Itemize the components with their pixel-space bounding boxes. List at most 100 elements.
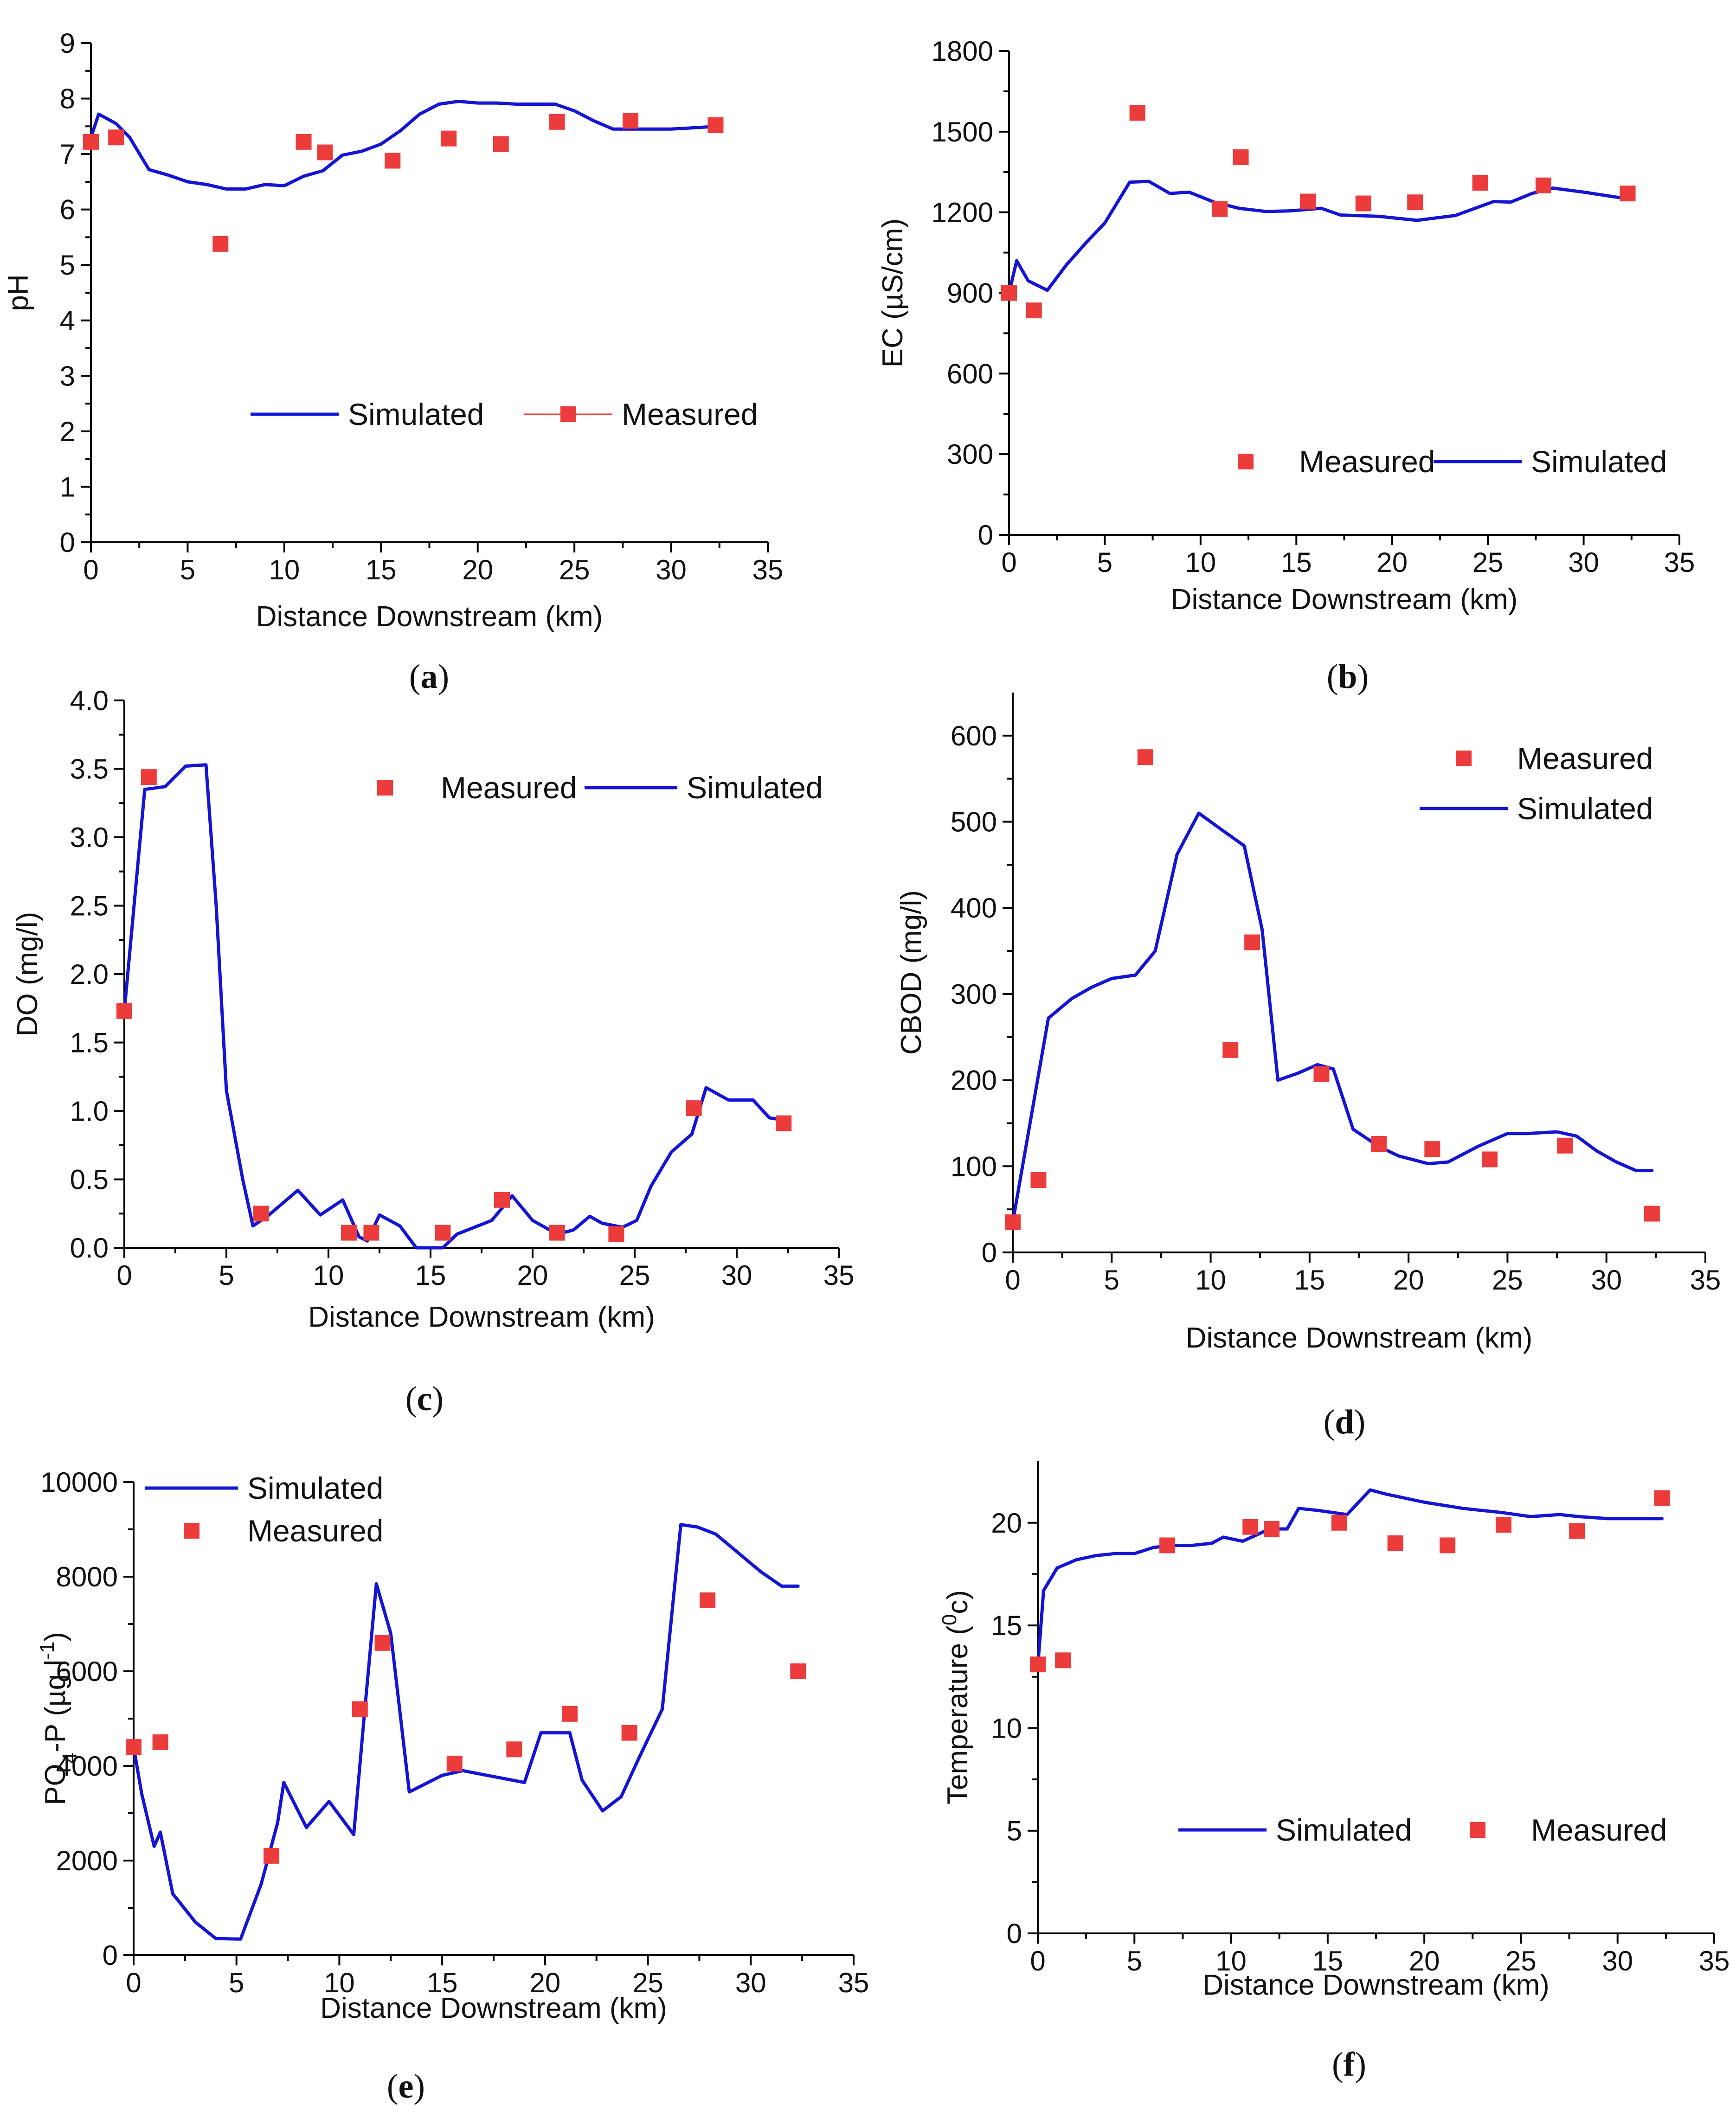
y-tick-label: 0.0 [70, 1232, 109, 1264]
y-tick-label: 2000 [56, 1845, 118, 1876]
chart-panel-a: 0 5 10 15 20 25 30 35 0 1 2 3 4 5 6 7 8 9 Distance Downstr… [2, 28, 783, 696]
x-tick-label: 15 [415, 1260, 446, 1291]
legend-label-measured: Measured [247, 1514, 384, 1548]
x-tick-label: 0 [116, 1260, 132, 1291]
data-point-measured [1137, 749, 1153, 765]
panel-caption-close: ) [1355, 2046, 1366, 2084]
data-point-measured [1424, 1141, 1440, 1157]
data-point-measured [435, 1225, 451, 1241]
chart-panel-b: 0 5 10 15 20 25 30 35 0 300 600 900 1200 1500 1800 Dist… [877, 36, 1695, 696]
legend-label-measured: Measured [441, 770, 577, 805]
chart-panel-d: 0 5 10 15 20 25 30 35 0 100 200 300 400 500 600 Distanc… [895, 693, 1721, 1441]
x-axis-label: Distance Downstream (km) [1186, 1322, 1533, 1354]
data-point-measured [776, 1115, 792, 1131]
panel-caption: (e) [387, 2067, 425, 2105]
panel-caption-close: ) [438, 658, 450, 696]
x-tick-label: 30 [1568, 547, 1599, 578]
y-tick-label: 0 [982, 1237, 997, 1268]
x-tick-label: 10 [1185, 547, 1216, 578]
y-axis-label: EC (µS/cm) [877, 218, 909, 368]
x-tick-label: 10 [324, 1967, 355, 1998]
x-tick-label: 20 [462, 554, 493, 585]
x-tick-label: 10 [313, 1260, 344, 1291]
legend-label-simulated: Simulated [1276, 1813, 1412, 1847]
panel-caption-letter: c [417, 1380, 432, 1418]
legend-swatch-measured [1238, 454, 1254, 469]
x-tick-label: 20 [1409, 1945, 1440, 1977]
data-point-measured [1313, 1066, 1330, 1082]
y-tick-label: 3.5 [70, 754, 109, 785]
y-tick-label: 7 [60, 139, 75, 170]
x-tick-label: 0 [1030, 1945, 1045, 1977]
x-tick-label: 35 [1690, 1264, 1721, 1296]
chart-panel-e: 0 5 10 15 20 25 30 35 0 2000 4000 6000 8000 10000 Dist… [36, 1467, 869, 2105]
data-point-measured [623, 113, 639, 129]
data-point-measured [116, 1003, 132, 1019]
data-point-measured [1030, 1656, 1046, 1673]
data-point-measured [1495, 1517, 1511, 1533]
x-tick-label: 30 [1591, 1264, 1622, 1296]
data-point-measured [1242, 1519, 1259, 1535]
legend-swatch-measured [1470, 1822, 1485, 1838]
legend-swatch-measured [184, 1523, 199, 1539]
y-tick-label: 6000 [56, 1656, 118, 1687]
legend-label-simulated: Simulated [348, 397, 484, 431]
data-point-measured [686, 1100, 702, 1117]
data-point-measured [549, 1225, 565, 1241]
y-axis-label-part: ) [39, 1632, 71, 1642]
panel-caption-close: ) [1354, 1403, 1366, 1441]
data-point-measured [441, 130, 457, 147]
y-tick-label: 2.5 [70, 891, 109, 922]
y-tick-label: 8 [60, 83, 75, 115]
panel-caption-letter: e [399, 2067, 414, 2105]
legend: Simulated Measured [145, 1471, 384, 1548]
x-tick-label: 10 [1195, 1264, 1226, 1296]
y-tick-label: 4 [60, 305, 75, 336]
y-tick-label: 1.5 [70, 1027, 109, 1059]
x-tick-label: 5 [229, 1967, 244, 1998]
series-line-simulated [1011, 811, 1654, 1224]
legend: Measured Simulated [1238, 444, 1667, 479]
y-tick-label: 600 [947, 358, 993, 389]
data-point-measured [385, 153, 401, 169]
y-tick-label: 8000 [56, 1561, 118, 1592]
x-tick-label: 5 [1097, 547, 1112, 578]
x-tick-label: 25 [559, 554, 590, 585]
panel-caption-letter: a [421, 658, 438, 696]
x-axis-label: Distance Downstream (km) [1171, 584, 1518, 616]
data-point-measured [341, 1225, 357, 1241]
y-tick-label: 300 [947, 439, 993, 470]
data-point-measured [700, 1592, 716, 1608]
y-axis-label: CBOD (mg/l) [895, 890, 927, 1055]
series-line-simulated [89, 100, 720, 191]
x-tick-label: 5 [219, 1260, 234, 1291]
y-tick-label: 400 [951, 892, 997, 924]
y-tick-label: 0 [978, 520, 993, 551]
data-point-measured [1644, 1206, 1660, 1222]
panel-caption-open: ( [405, 1380, 417, 1418]
data-point-measured [83, 134, 99, 150]
data-point-measured [1440, 1537, 1456, 1553]
x-tick-label: 20 [1393, 1264, 1424, 1296]
data-point-measured [253, 1206, 269, 1222]
y-tick-label: 4.0 [70, 685, 109, 716]
legend: Simulated Measured [251, 397, 758, 431]
x-tick-label: 35 [823, 1260, 855, 1291]
y-tick-label: 1200 [932, 197, 993, 228]
y-axis-label-part: Temperature ( [942, 1625, 974, 1804]
legend: Measured Simulated [1420, 741, 1653, 826]
panel-caption: (f) [1332, 2046, 1366, 2084]
y-tick-label: 5 [1007, 1816, 1022, 1847]
y-tick-label: 4000 [56, 1751, 118, 1782]
data-point-measured [493, 136, 509, 152]
y-axis-label-part: -1 [36, 1642, 58, 1660]
y-tick-label: 1.0 [70, 1096, 109, 1127]
legend-label-simulated: Simulated [687, 770, 823, 805]
data-point-measured [1030, 1172, 1047, 1188]
data-point-measured [1129, 105, 1145, 121]
y-tick-label: 5 [60, 250, 75, 281]
data-point-measured [1001, 285, 1017, 301]
data-point-measured [1472, 174, 1488, 191]
y-axis-label: Temperature (0c) [938, 1590, 974, 1804]
